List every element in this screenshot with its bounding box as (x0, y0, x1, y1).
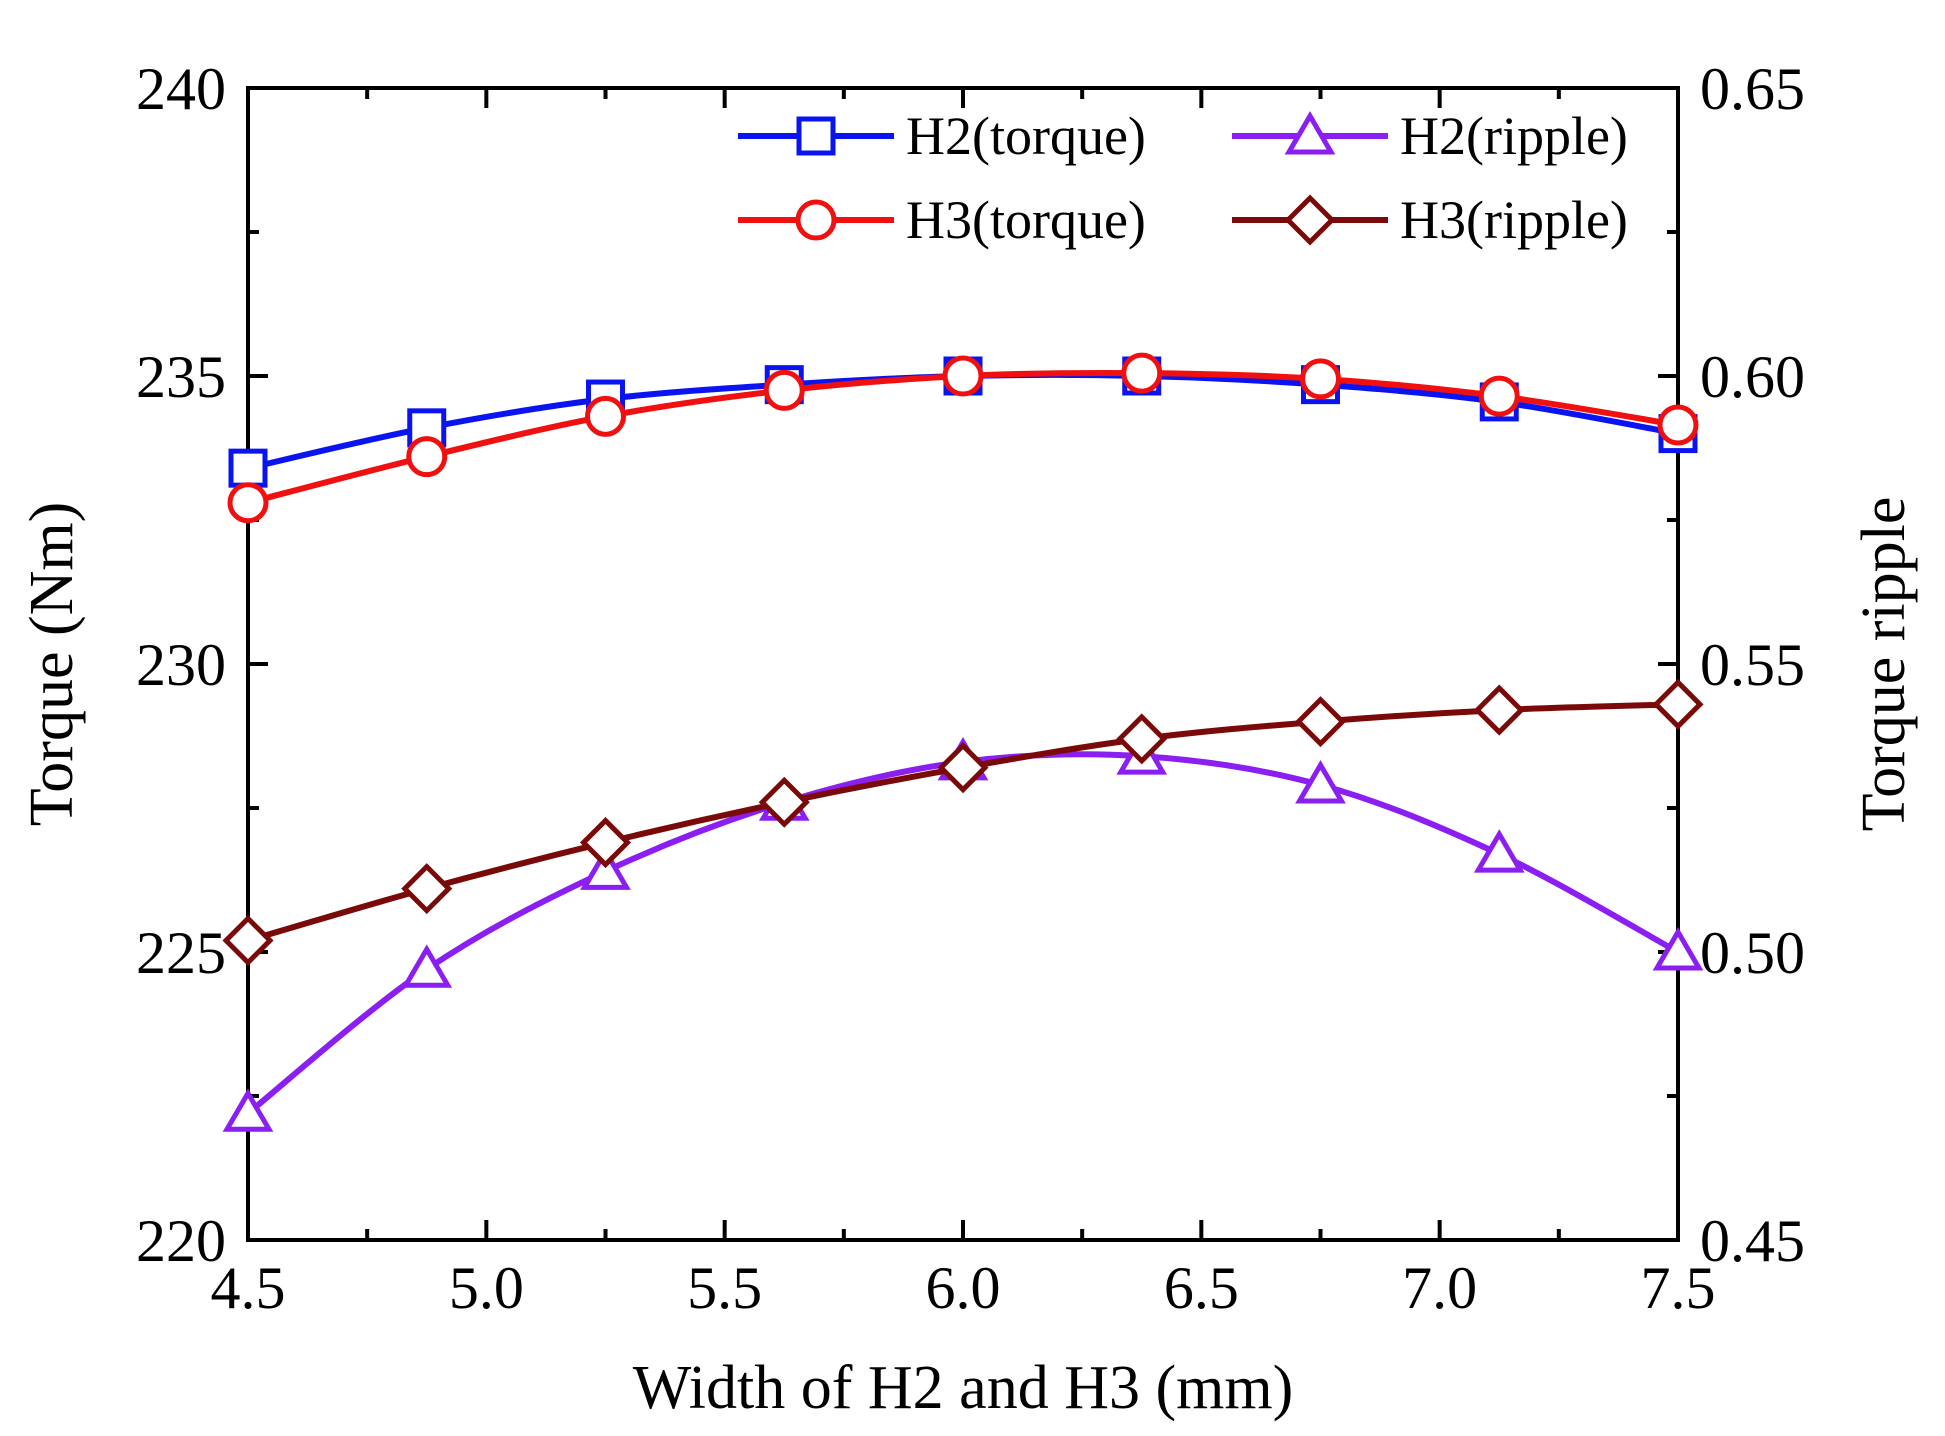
data-point (758, 776, 810, 828)
x-tick-label: 5.0 (449, 1255, 524, 1321)
data-point (937, 742, 989, 794)
legend-entry: H3(ripple) (1232, 190, 1628, 250)
data-point (1473, 684, 1525, 736)
data-point (1473, 829, 1525, 873)
y-right-tick-label: 0.45 (1700, 1208, 1805, 1274)
x-axis-title: Width of H2 and H3 (mm) (633, 1354, 1293, 1422)
data-point (401, 863, 453, 915)
legend-marker (796, 116, 836, 156)
y-right-tick-label: 0.50 (1700, 920, 1805, 986)
data-point (1652, 927, 1704, 971)
data-point (1294, 696, 1347, 748)
y-left-tick-label: 240 (136, 56, 226, 122)
y-right-tick-label: 0.55 (1700, 632, 1805, 698)
legend-label: H2(ripple) (1400, 106, 1628, 166)
data-point (579, 817, 632, 869)
series-layer (222, 352, 1704, 1132)
x-tick-label: 6.5 (1164, 1255, 1239, 1321)
data-point (585, 395, 626, 437)
data-point (227, 482, 269, 524)
y-left-tick-label: 225 (136, 920, 226, 986)
data-point (1295, 759, 1346, 804)
series-h2-ripple- (222, 731, 1704, 1132)
legend-entry: H2(torque) (738, 106, 1146, 166)
y-left-tick-label: 235 (136, 344, 226, 410)
y-axis-left-title: Torque (Nm) (18, 502, 86, 827)
legend-label: H3(torque) (906, 190, 1146, 250)
data-point (222, 1088, 274, 1132)
data-point (942, 355, 984, 397)
y-left-tick-label: 220 (136, 1208, 226, 1274)
data-point (1116, 713, 1168, 765)
legend-marker (1284, 111, 1336, 155)
y-left-tick-label: 230 (136, 632, 226, 698)
legend-label: H3(ripple) (1400, 190, 1628, 250)
legend-entry: H3(torque) (738, 190, 1146, 250)
data-point (763, 369, 805, 411)
series-h3-ripple- (222, 678, 1704, 967)
series-line (246, 751, 1680, 1116)
x-tick-label: 7.0 (1402, 1255, 1477, 1321)
data-point (228, 448, 268, 488)
data-point (1652, 678, 1704, 730)
y-right-tick-label: 0.65 (1700, 56, 1805, 122)
x-tick-label: 5.5 (687, 1255, 762, 1321)
legend-entry: H2(ripple) (1232, 106, 1628, 166)
data-point (1300, 358, 1341, 400)
series-h3-torque- (227, 352, 1699, 524)
x-tick-label: 6.0 (926, 1255, 1001, 1321)
plot-area (246, 86, 1680, 1242)
data-point (1657, 404, 1699, 446)
y-right-tick-label: 0.60 (1700, 344, 1805, 410)
ticks-layer: 4.5 5.0 5.5 6.0 6.5 7.0 7.5 220 225 230 235 240 0.45… (136, 56, 1805, 1321)
data-point (1121, 352, 1163, 394)
data-point (222, 914, 274, 967)
data-point (401, 944, 453, 988)
legend-marker (1284, 194, 1336, 246)
legend: H2(torque) H2(ripple) H3(torque) H3(ripple) (738, 106, 1628, 250)
data-point (580, 846, 631, 890)
data-point (1478, 375, 1520, 417)
x-tick-label: 7.5 (1641, 1255, 1716, 1321)
legend-label: H2(torque) (906, 106, 1146, 166)
y-axis-right-title: Torque ripple (1850, 497, 1918, 832)
legend-marker (795, 199, 837, 241)
data-point (406, 436, 448, 478)
x-tick-label: 4.5 (211, 1255, 286, 1321)
